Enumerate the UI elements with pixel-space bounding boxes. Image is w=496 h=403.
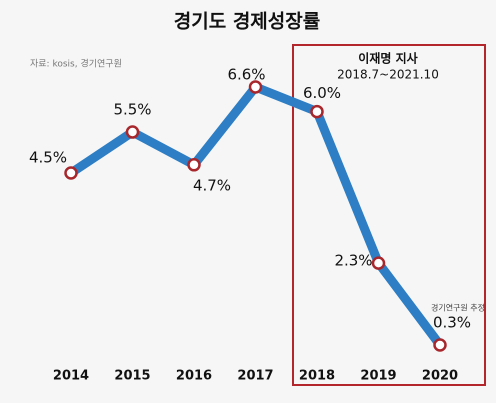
- annotation-title: 이재명 지사: [358, 51, 417, 66]
- data-label: 6.6%: [227, 66, 265, 84]
- marker: [371, 256, 386, 270]
- x-tick-label: 2018: [299, 369, 335, 384]
- data-label: 6.0%: [303, 84, 341, 102]
- marker: [248, 80, 263, 94]
- data-label: 4.5%: [29, 149, 67, 167]
- highlight-box: [292, 44, 486, 386]
- x-tick-label: 2016: [176, 369, 212, 384]
- source: 자료: kosis, 경기연구원: [30, 58, 122, 70]
- data-label: 5.5%: [113, 101, 151, 119]
- marker: [433, 338, 447, 352]
- x-tick-label: 2015: [114, 369, 150, 384]
- x-tick-label: 2020: [422, 369, 458, 384]
- x-tick-label: 2019: [360, 369, 396, 384]
- data-label: 2.3%: [334, 252, 372, 270]
- x-tick-label: 2017: [237, 369, 273, 384]
- annotation-period: 2018.7~2021.10: [337, 68, 439, 82]
- marker: [125, 125, 140, 139]
- marker: [64, 166, 78, 180]
- marker: [187, 158, 201, 172]
- annotation-note: 경기연구원 추정: [431, 303, 485, 313]
- data-label: 4.7%: [193, 176, 231, 194]
- marker: [310, 104, 324, 119]
- chart-title: 경기도 경제성장률: [174, 11, 320, 33]
- x-tick-label: 2014: [53, 369, 89, 384]
- data-label: 0.3%: [433, 314, 471, 332]
